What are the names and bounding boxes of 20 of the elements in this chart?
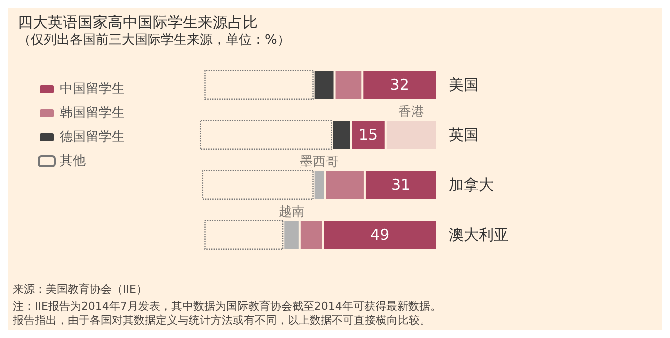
text: 注：IIE报告为2014年7月发表，其中数据为国际教育协会截至2014年可获得最新数据。 <box>13 300 442 313</box>
data-label: 墨西哥 <box>300 155 340 170</box>
data-label: 香港 <box>398 105 424 120</box>
data-label: 32 <box>390 76 410 94</box>
data-label: 31 <box>391 176 411 194</box>
data-label: 49 <box>370 226 390 244</box>
legend-label: 德国留学生 <box>60 130 125 145</box>
chart-subtitle: （仅列出各国前三大国际学生来源，单位：%） <box>18 33 290 48</box>
chart-title: 四大英语国家高中国际学生来源占比 <box>18 14 258 32</box>
legend-label: 中国留学生 <box>60 82 125 97</box>
y-tick-label: 美国 <box>449 76 479 94</box>
data-label: 越南 <box>278 205 305 220</box>
data-label: 15 <box>358 126 378 144</box>
text: 报告指出，由于各国对其数据定义与统计方法或有不同，以上数据不可直接横向比较。 <box>12 314 431 327</box>
source-note: 来源：美国教育协会（IIE） <box>13 283 148 296</box>
y-tick-label: 英国 <box>449 126 479 144</box>
legend-label: 韩国留学生 <box>60 106 125 121</box>
legend-label: 其他 <box>60 154 86 169</box>
y-tick-label: 澳大利亚 <box>449 226 509 244</box>
y-tick-label: 加拿大 <box>449 176 494 194</box>
